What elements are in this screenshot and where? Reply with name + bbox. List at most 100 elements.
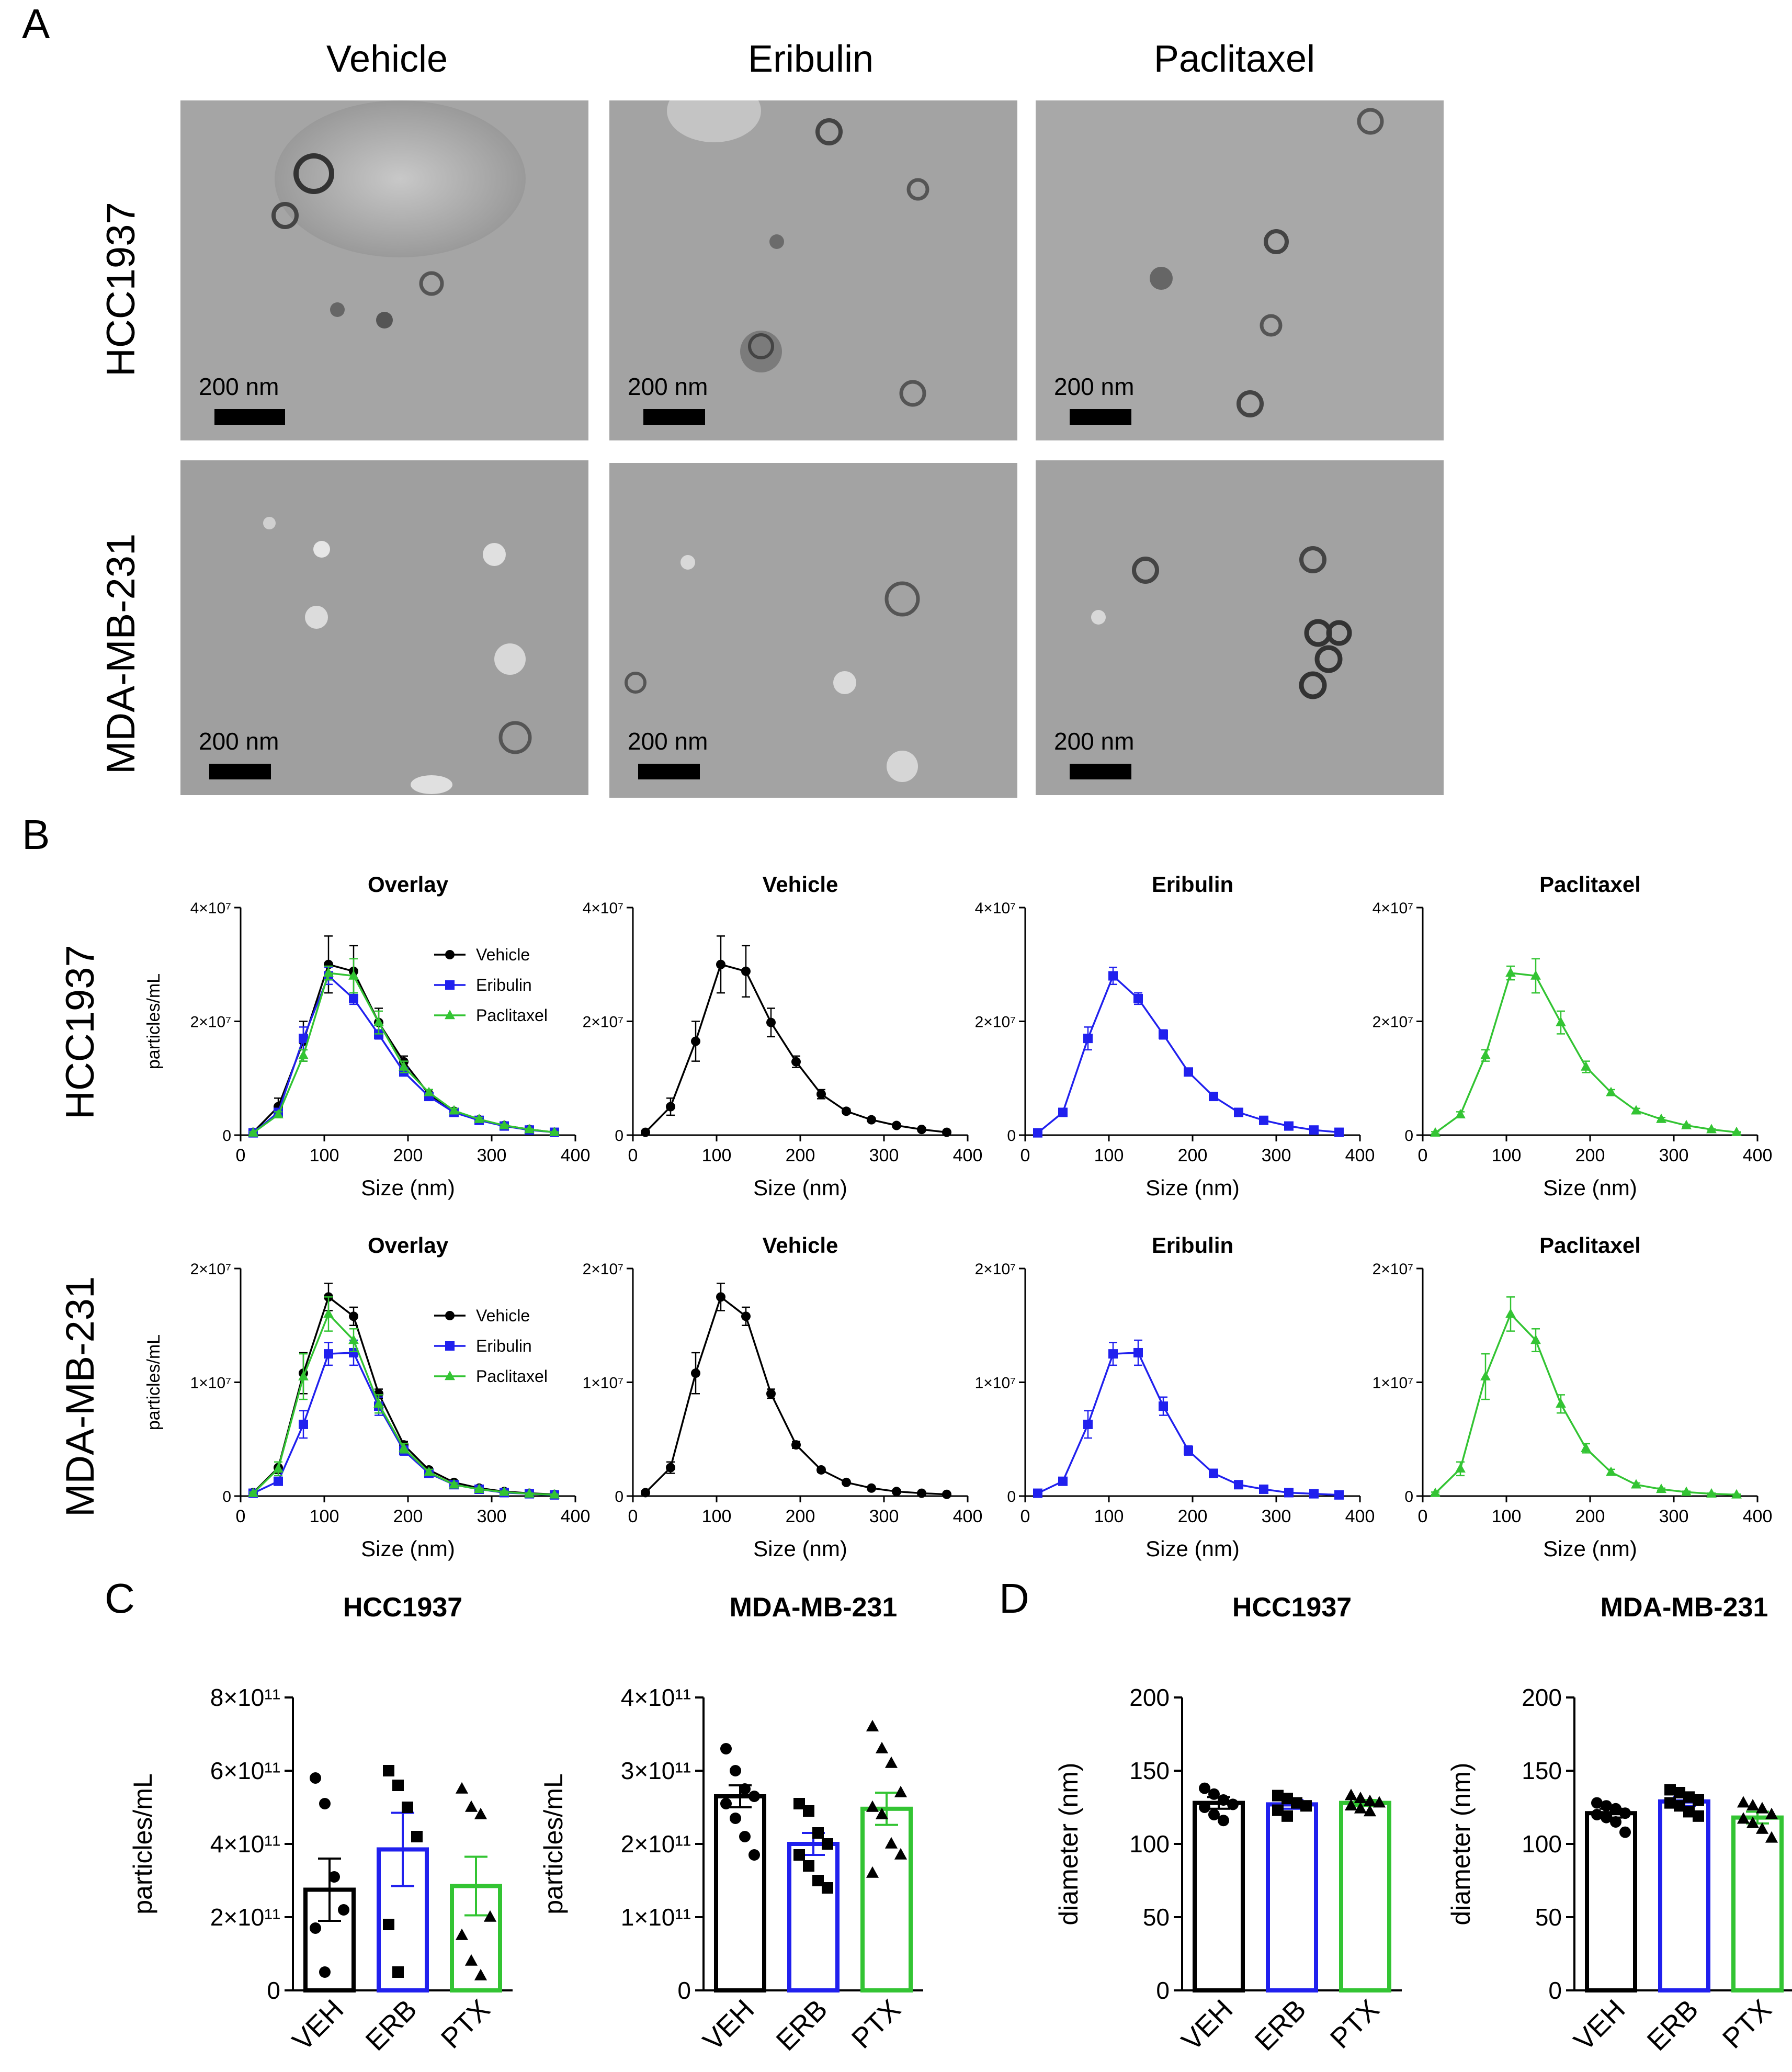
data-point	[1281, 1793, 1293, 1805]
data-point	[1218, 1815, 1229, 1827]
y-tick-label: 150	[1522, 1757, 1562, 1784]
bar-chart-c-hcc: HCC1937 0 2×10¹¹ 4×10¹¹ 6×10¹¹ 8×10¹¹ particle…	[128, 1592, 513, 2057]
legend-marker	[445, 1311, 455, 1320]
data-point	[1706, 1488, 1717, 1498]
data-point	[816, 1089, 826, 1099]
data-point	[499, 1119, 509, 1129]
data-point	[1610, 1816, 1621, 1828]
data-point	[1530, 1334, 1541, 1344]
data-point	[1746, 1799, 1760, 1810]
x-tick-label: PTX	[435, 1994, 496, 2055]
em-image-mda-eribulin: 200 nm	[609, 463, 1017, 798]
data-point	[455, 1928, 469, 1940]
legend-label: Vehicle	[476, 1306, 530, 1325]
data-point	[464, 1954, 478, 1966]
data-point	[812, 1827, 824, 1839]
series-paclitaxel	[248, 958, 560, 1137]
x-tick-label: 400	[1345, 1146, 1375, 1165]
x-tick-label: ERB	[1641, 1994, 1705, 2057]
chart-title: Eribulin	[1152, 872, 1233, 897]
bar-chart-d-hcc: HCC1937 0 50 100 150 200 diameter (nm) VEH ERB PT…	[1054, 1592, 1402, 2057]
data-point	[739, 1783, 751, 1795]
data-point	[739, 1831, 751, 1842]
data-point	[1083, 1034, 1093, 1044]
data-point	[1354, 1792, 1367, 1803]
x-axis-label: Size (nm)	[1543, 1536, 1637, 1561]
data-point	[1199, 1782, 1210, 1794]
series-vehicle	[641, 935, 951, 1137]
data-point	[1631, 1479, 1641, 1489]
data-point	[1505, 967, 1516, 977]
data-point	[273, 1109, 283, 1119]
scale-label: 200 nm	[628, 728, 708, 755]
data-point	[791, 1057, 801, 1067]
legend-marker	[445, 1371, 455, 1380]
x-axis-label: Size (nm)	[361, 1536, 455, 1561]
data-point	[1108, 1349, 1118, 1359]
data-point	[866, 1719, 879, 1731]
data-point	[1159, 1401, 1168, 1411]
data-point	[822, 1838, 833, 1850]
series-line	[644, 963, 947, 1134]
data-point	[793, 1849, 805, 1861]
y-axis-label: diameter (nm)	[1446, 1762, 1476, 1925]
data-point	[1133, 1348, 1143, 1357]
data-point	[1108, 971, 1118, 981]
data-point	[866, 1866, 879, 1878]
data-point	[716, 1292, 725, 1302]
y-tick-label: 0	[677, 1977, 691, 2004]
series-paclitaxel	[248, 1296, 560, 1499]
data-point	[741, 1311, 751, 1321]
y-tick-label: 1×10⁷	[975, 1375, 1016, 1392]
data-point	[1455, 1109, 1466, 1119]
y-tick-label: 200	[1129, 1684, 1170, 1711]
data-point	[1656, 1113, 1666, 1123]
data-point	[894, 1785, 908, 1797]
x-tick-label: 300	[477, 1146, 507, 1165]
data-point	[1581, 1061, 1591, 1071]
col-title-vehicle: Vehicle	[326, 38, 448, 80]
y-tick-label: 0	[615, 1488, 623, 1505]
scale-bar	[214, 409, 285, 425]
series-vehicle	[248, 935, 559, 1137]
x-tick-label: ERB	[770, 1994, 834, 2057]
data-point	[402, 1802, 413, 1813]
data-point	[1184, 1446, 1193, 1455]
x-tick-label: VEH	[1568, 1994, 1631, 2057]
data-point	[1344, 1799, 1358, 1810]
chart-title: MDA-MB-231	[730, 1592, 898, 1623]
data-point	[474, 1807, 487, 1819]
data-point	[499, 1486, 509, 1496]
data-point	[766, 1389, 776, 1399]
x-tick-label: 200	[1178, 1507, 1208, 1526]
em-image-hcc-paclitaxel: 200 nm	[1036, 100, 1444, 440]
data-point	[399, 1442, 409, 1452]
series-line	[1434, 972, 1737, 1134]
data-point	[455, 1782, 469, 1794]
data-point	[1556, 1016, 1566, 1026]
y-axis-label: particles/mL	[539, 1773, 568, 1915]
panel-label-d: D	[999, 1575, 1029, 1622]
data-point	[867, 1483, 876, 1493]
legend-label: Paclitaxel	[476, 1367, 548, 1386]
data-point	[741, 966, 751, 976]
y-tick-label: 2×10⁷	[1373, 1261, 1413, 1278]
x-tick-label: 400	[1345, 1507, 1375, 1526]
panel-label-c: C	[105, 1575, 135, 1622]
y-tick-label: 2×10⁷	[190, 1014, 231, 1031]
y-tick-label: 1×10¹¹	[621, 1904, 691, 1931]
chart-title: Paclitaxel	[1539, 872, 1641, 897]
y-tick-label: 6×10¹¹	[210, 1757, 280, 1784]
x-tick-label: 200	[1178, 1146, 1208, 1165]
data-point	[1033, 1488, 1042, 1498]
legend: Vehicle Eribulin Paclitaxel	[434, 1306, 548, 1386]
bar-veh	[1193, 1801, 1245, 1993]
data-point	[248, 1487, 258, 1497]
data-point	[1610, 1803, 1621, 1815]
data-point	[894, 1848, 908, 1860]
em-image-mda-vehicle: 200 nm	[180, 460, 588, 795]
y-tick-label: 0	[1404, 1127, 1413, 1145]
data-point	[1259, 1115, 1268, 1125]
data-point	[310, 1772, 321, 1784]
data-point	[1209, 1092, 1218, 1102]
